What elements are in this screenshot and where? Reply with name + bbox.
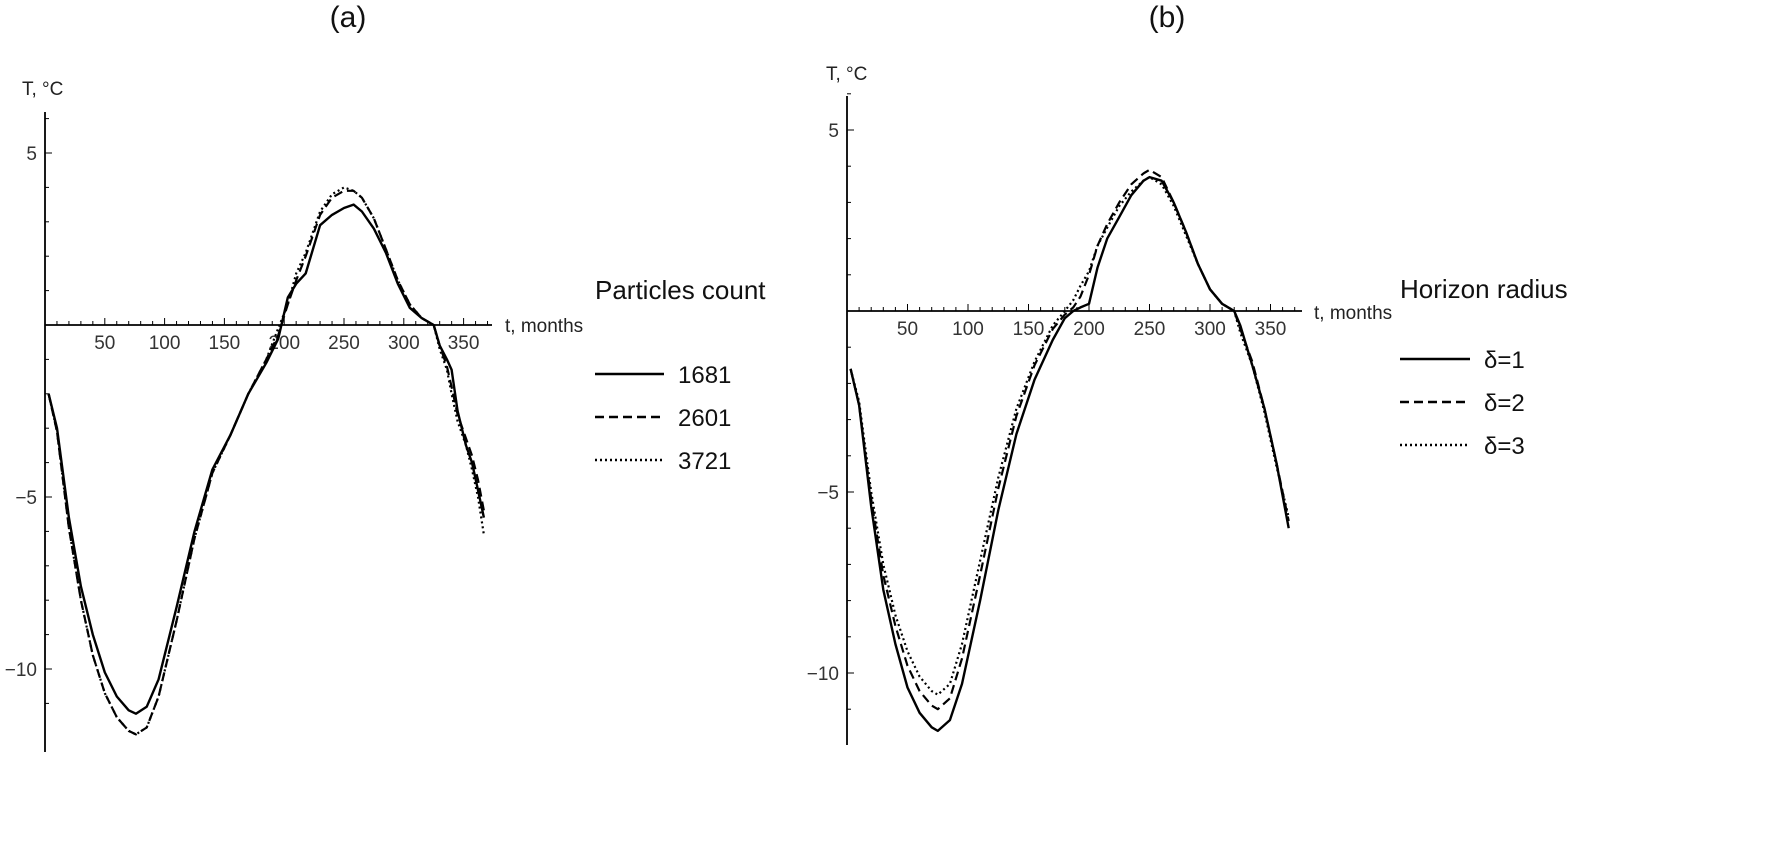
- x-tick-label: 50: [897, 319, 918, 340]
- x-tick-label: 150: [209, 333, 241, 354]
- x-tick-label: 200: [268, 333, 300, 354]
- series-line-dashed: [47, 189, 485, 736]
- legend-entry-label: δ=1: [1484, 347, 1525, 374]
- series-line-dotted: [47, 186, 485, 736]
- y-tick-label: −10: [5, 660, 37, 681]
- y-tick-label: −5: [817, 483, 839, 504]
- legend-title: Horizon radius: [1400, 274, 1568, 304]
- series-line-dashed: [849, 168, 1290, 711]
- x-tick-label: 350: [448, 333, 480, 354]
- legend-entry-label: δ=3: [1484, 433, 1525, 460]
- legend-entry-label: 2601: [678, 405, 731, 432]
- y-axis-label: T, °C: [826, 64, 867, 85]
- y-tick-label: −10: [807, 664, 839, 685]
- x-tick-label: 300: [1194, 319, 1226, 340]
- legend-entry-label: 1681: [678, 362, 731, 389]
- legend-entry-label: δ=2: [1484, 390, 1525, 417]
- chart-panel-a: (a) T, °C t, months 50 100 150 200 250 300 350 −10…: [5, 1, 766, 752]
- x-tick-label: 250: [1134, 319, 1166, 340]
- chart-panel-b: (b) T, °C t, months 50 100 150 200 250 300 350 −10…: [807, 1, 1568, 745]
- legend-title: Particles count: [595, 275, 766, 305]
- panel-label: (b): [1149, 1, 1186, 34]
- panel-label: (a): [330, 1, 367, 34]
- x-tick-label: 350: [1255, 319, 1287, 340]
- legend: Horizon radius δ=1 δ=2 δ=3: [1400, 274, 1568, 460]
- x-tick-label: 100: [952, 319, 984, 340]
- y-tick-label: −5: [15, 488, 37, 509]
- x-tick-label: 250: [328, 333, 360, 354]
- y-tick-label: 5: [828, 121, 839, 142]
- legend-entry-label: 3721: [678, 448, 731, 475]
- x-tick-label: 300: [388, 333, 420, 354]
- y-axis-label: T, °C: [22, 79, 63, 100]
- x-tick-label: 100: [149, 333, 181, 354]
- series-line-dotted: [849, 176, 1290, 696]
- x-axis-label: t, months: [1314, 303, 1392, 324]
- x-tick-label: 150: [1013, 319, 1045, 340]
- y-tick-label: 5: [26, 144, 37, 165]
- x-tick-label: 50: [94, 333, 115, 354]
- series-line-solid: [849, 175, 1290, 733]
- x-axis-label: t, months: [505, 316, 583, 337]
- x-tick-label: 200: [1073, 319, 1105, 340]
- series-line-solid: [47, 203, 486, 715]
- legend: Particles count 1681 2601 3721: [595, 275, 766, 475]
